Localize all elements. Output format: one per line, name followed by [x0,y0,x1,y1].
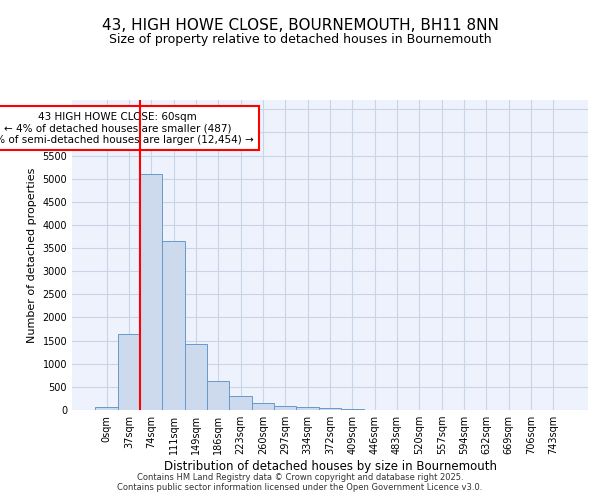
Bar [95,406,118,410]
Text: Size of property relative to detached houses in Bournemouth: Size of property relative to detached ho… [109,32,491,46]
Bar [185,344,207,410]
Text: 43 HIGH HOWE CLOSE: 60sqm
← 4% of detached houses are smaller (487)
96% of semi-: 43 HIGH HOWE CLOSE: 60sqm ← 4% of detach… [0,112,254,145]
Bar [341,409,364,410]
Bar [319,408,341,410]
Text: 43, HIGH HOWE CLOSE, BOURNEMOUTH, BH11 8NN: 43, HIGH HOWE CLOSE, BOURNEMOUTH, BH11 8… [101,18,499,32]
Bar [274,406,296,410]
Bar [252,402,274,410]
Text: Contains public sector information licensed under the Open Government Licence v3: Contains public sector information licen… [118,483,482,492]
X-axis label: Distribution of detached houses by size in Bournemouth: Distribution of detached houses by size … [163,460,497,473]
Bar [140,174,163,410]
Bar [118,334,140,410]
Y-axis label: Number of detached properties: Number of detached properties [27,168,37,342]
Bar [163,241,185,410]
Text: Contains HM Land Registry data © Crown copyright and database right 2025.: Contains HM Land Registry data © Crown c… [137,473,463,482]
Bar [207,382,229,410]
Bar [229,396,252,410]
Bar [296,407,319,410]
